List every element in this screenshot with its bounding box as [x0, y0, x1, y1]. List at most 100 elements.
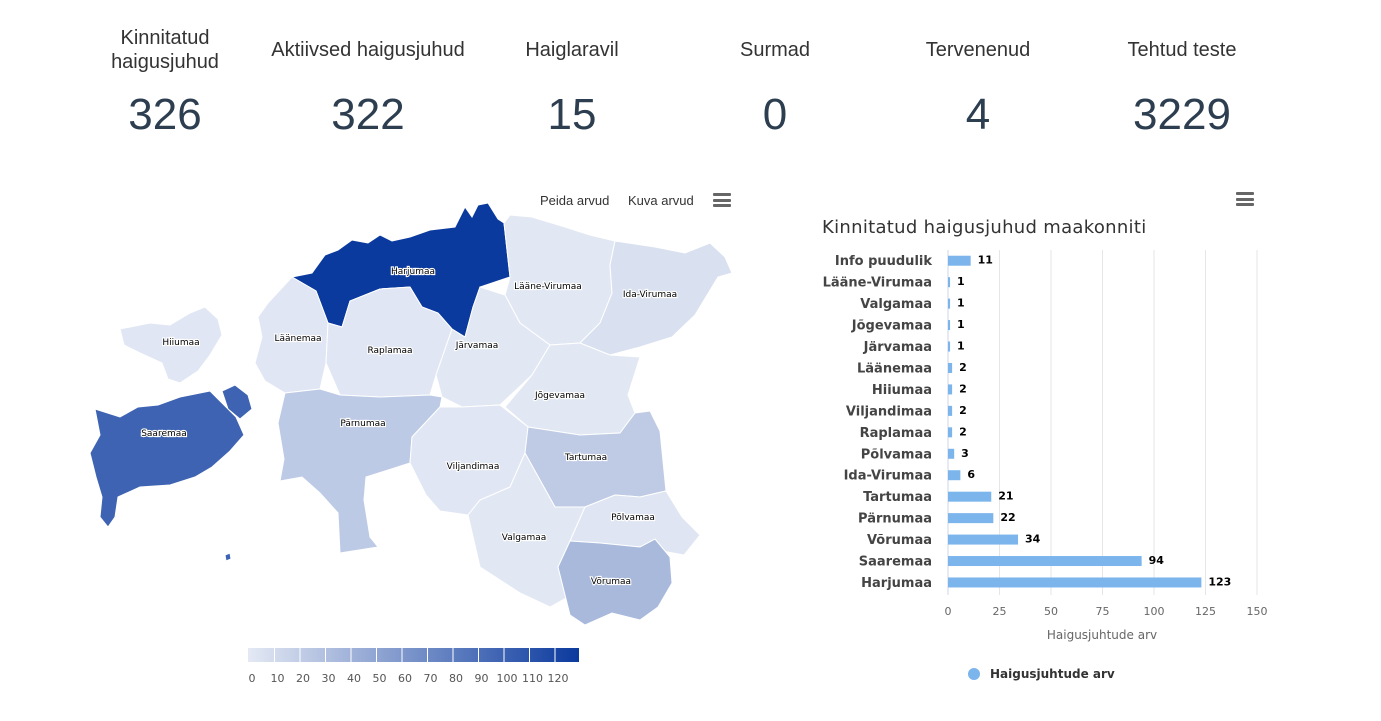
legend-tick-label: 120 [548, 672, 569, 685]
hide-values-button[interactable]: Peida arvud [540, 193, 610, 208]
label-ida-virumaa: Ida-Virumaa [623, 290, 677, 300]
bar-chart: Info puudulik Lääne-Virumaa Valgamaa Jõgeva… [823, 250, 1268, 642]
bar[interactable] [948, 384, 953, 395]
legend-tick-label: 40 [347, 672, 361, 685]
x-tick-label: 25 [993, 605, 1007, 618]
category-label: Viljandimaa [846, 404, 932, 419]
label-saaremaa: Saaremaa [141, 429, 187, 439]
stat-label: Kinnitatud haigusjuhud [111, 27, 219, 73]
x-tick-label: 0 [945, 605, 952, 618]
stat-value: 0 [762, 90, 788, 139]
bar[interactable] [948, 277, 951, 288]
category-label: Saaremaa [859, 555, 932, 570]
bar[interactable] [948, 470, 961, 481]
estonia-map: Harjumaa Lääne-Virumaa Ida-Virumaa Hiium… [89, 202, 733, 626]
x-axis-title: Haigusjuhtude arv [1047, 628, 1157, 642]
region-parnumaa[interactable] [277, 388, 443, 554]
legend-tick-label: 10 [271, 672, 285, 685]
bar[interactable] [948, 491, 992, 502]
category-label: Võrumaa [867, 533, 932, 548]
data-label: 2 [959, 404, 967, 417]
bar[interactable] [948, 556, 1142, 567]
data-label: 1 [957, 340, 965, 353]
bar[interactable] [948, 513, 994, 524]
stat-value: 15 [547, 90, 597, 139]
category-label: Tartumaa [863, 490, 932, 505]
label-harjumaa: Harjumaa [391, 267, 435, 277]
label-hiiumaa: Hiiumaa [162, 338, 199, 348]
stat-label: Haiglaravil [525, 39, 619, 61]
region-hiiumaa[interactable] [119, 306, 223, 384]
category-label: Jõgevamaa [851, 319, 932, 334]
x-tick-label: 150 [1247, 605, 1268, 618]
stat-label: Surmad [739, 39, 811, 61]
legend-tick-label: 60 [398, 672, 412, 685]
category-label: Pärnumaa [858, 512, 932, 527]
bar[interactable] [948, 577, 1202, 588]
x-tick-label: 125 [1195, 605, 1216, 618]
stat-label: Aktiivsed haigusjuhud [271, 39, 465, 61]
label-vorumaa: Võrumaa [591, 577, 631, 587]
category-label: Hiiumaa [872, 383, 932, 398]
stat-value: 326 [128, 90, 202, 139]
label-parnumaa: Pärnumaa [340, 419, 385, 429]
bar[interactable] [948, 298, 951, 309]
stat-label: Tehtud teste [1127, 39, 1237, 61]
show-values-button[interactable]: Kuva arvud [628, 193, 694, 208]
data-label: 1 [957, 297, 965, 310]
label-jarvamaa: Järvamaa [455, 341, 499, 351]
legend-tick-label: 20 [296, 672, 310, 685]
bar[interactable] [948, 534, 1019, 545]
label-viljandimaa: Viljandimaa [447, 462, 500, 472]
bar[interactable] [948, 405, 953, 416]
data-label: 94 [1149, 554, 1165, 567]
category-label: Harjumaa [861, 576, 932, 591]
stat-label: Tervenenud [925, 39, 1031, 61]
bar[interactable] [948, 362, 953, 373]
region-laanemaa[interactable] [254, 276, 329, 394]
bar[interactable] [948, 341, 951, 352]
region-saaremaa[interactable] [89, 384, 253, 528]
label-valgamaa: Valgamaa [502, 533, 547, 543]
data-label: 1 [957, 275, 965, 288]
category-label: Raplamaa [860, 426, 932, 441]
region-vorumaa[interactable] [557, 538, 673, 626]
legend-tick-label: 80 [449, 672, 463, 685]
category-label: Läänemaa [857, 361, 932, 376]
stat-hospitalized: Haiglaravil 15 [472, 20, 672, 140]
x-tick-label: 50 [1044, 605, 1058, 618]
category-label: Ida-Virumaa [844, 469, 932, 484]
data-label: 1 [957, 318, 965, 331]
stat-active: Aktiivsed haigusjuhud 322 [268, 20, 468, 140]
bar[interactable] [948, 448, 955, 459]
bar[interactable] [948, 320, 951, 331]
label-tartumaa: Tartumaa [564, 453, 607, 463]
legend-label: Haigusjuhtude arv [990, 667, 1115, 681]
label-polvamaa: Põlvamaa [611, 513, 655, 523]
bar[interactable] [948, 427, 953, 438]
label-jogevamaa: Jõgevamaa [534, 391, 585, 401]
chart-menu-icon[interactable] [1236, 192, 1254, 206]
legend-gradient-bar [248, 648, 579, 662]
category-label: Lääne-Virumaa [823, 276, 932, 291]
legend-tick-label: 50 [373, 672, 387, 685]
data-label: 3 [961, 447, 969, 460]
stat-value: 4 [965, 90, 991, 139]
data-label: 123 [1208, 575, 1231, 588]
category-label: Valgamaa [860, 297, 932, 312]
legend-dot [968, 668, 980, 680]
data-label: 11 [978, 254, 993, 267]
category-label: Info puudulik [835, 254, 932, 269]
region-saaremaa-islet[interactable] [224, 552, 232, 562]
map-menu-icon[interactable] [713, 193, 731, 207]
chart-legend[interactable]: Haigusjuhtude arv [968, 667, 1115, 681]
bar[interactable] [948, 255, 971, 266]
x-tick-label: 100 [1144, 605, 1165, 618]
category-label: Põlvamaa [861, 447, 932, 462]
data-label: 34 [1025, 533, 1041, 546]
x-tick-label: 75 [1096, 605, 1110, 618]
label-laanemaa: Läänemaa [274, 334, 321, 344]
region-ida-virumaa[interactable] [579, 240, 733, 356]
stat-value: 3229 [1133, 90, 1231, 139]
category-label: Järvamaa [863, 340, 932, 355]
